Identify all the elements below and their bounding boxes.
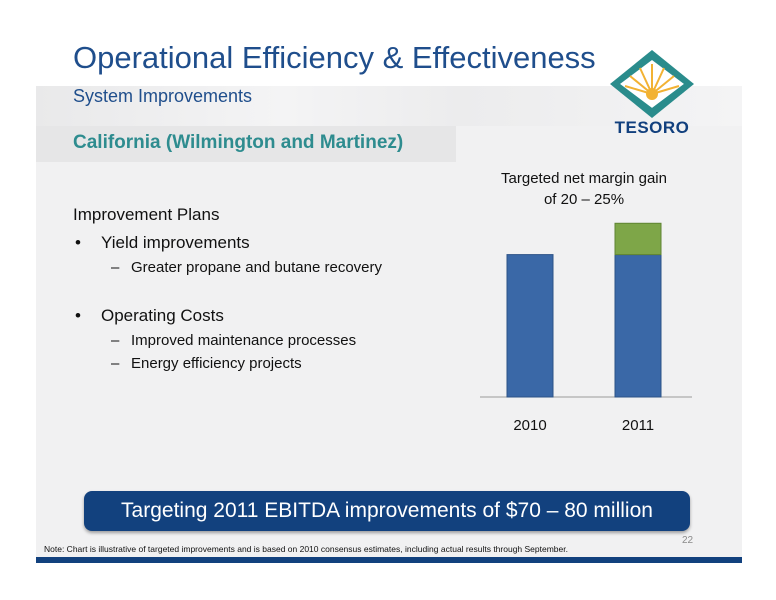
sub-bullet-item: – Greater propane and butane recovery <box>73 259 453 276</box>
dash-symbol: – <box>111 332 120 349</box>
footnote: Note: Chart is illustrative of targeted … <box>44 544 568 554</box>
bar-2010-segment-0 <box>506 254 554 398</box>
bullet-item: • Operating Costs <box>73 306 453 326</box>
bar-2011-segment-0 <box>614 254 662 398</box>
sub-bullet-item: – Energy efficiency projects <box>73 355 453 372</box>
margin-bar-chart: 2010 2011 <box>480 222 692 434</box>
sub-bullet-label: Improved maintenance processes <box>131 332 357 349</box>
dash-symbol: – <box>111 355 120 372</box>
sub-bullet-label: Energy efficiency projects <box>131 355 302 372</box>
logo-wordmark: TESORO <box>614 118 690 137</box>
chart-annotation: Targeted net margin gain of 20 – 25% <box>501 170 667 208</box>
page-title: Operational Efficiency & Effectiveness <box>73 40 596 75</box>
subheading-bar <box>36 126 456 162</box>
tesoro-logo-icon <box>610 50 694 118</box>
bullet-symbol: • <box>75 233 81 252</box>
bullet-item: • Yield improvements <box>73 233 453 253</box>
bottom-bar <box>36 557 742 563</box>
banner-text: Targeting 2011 EBITDA improvements of $7… <box>121 499 653 522</box>
bullet-label: Operating Costs <box>101 306 224 325</box>
page-number: 22 <box>682 535 694 546</box>
bullet-label: Yield improvements <box>101 233 250 252</box>
plans-heading: Improvement Plans <box>73 205 220 224</box>
x-tick-label: 2010 <box>513 417 546 434</box>
sub-bullet-label: Greater propane and butane recovery <box>131 259 382 276</box>
region-heading: California (Wilmington and Martinez) <box>73 132 404 153</box>
bar-2011-segment-1 <box>614 222 662 256</box>
sub-bullet-item: – Improved maintenance processes <box>73 332 453 349</box>
improvement-plans: Improvement Plans • Yield improvements –… <box>73 205 453 372</box>
x-tick-label: 2011 <box>622 417 654 434</box>
dash-symbol: – <box>111 259 120 276</box>
page-subtitle: System Improvements <box>73 86 253 106</box>
bullet-symbol: • <box>75 306 81 325</box>
ebitda-banner: Targeting 2011 EBITDA improvements of $7… <box>84 491 690 531</box>
